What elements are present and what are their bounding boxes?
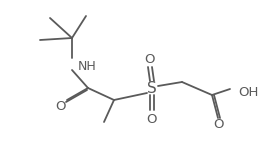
- Text: O: O: [145, 52, 155, 65]
- Text: O: O: [214, 119, 224, 132]
- Text: O: O: [55, 100, 65, 112]
- Text: NH: NH: [78, 60, 97, 72]
- Text: S: S: [147, 80, 157, 96]
- Text: O: O: [147, 112, 157, 125]
- Text: OH: OH: [238, 85, 258, 99]
